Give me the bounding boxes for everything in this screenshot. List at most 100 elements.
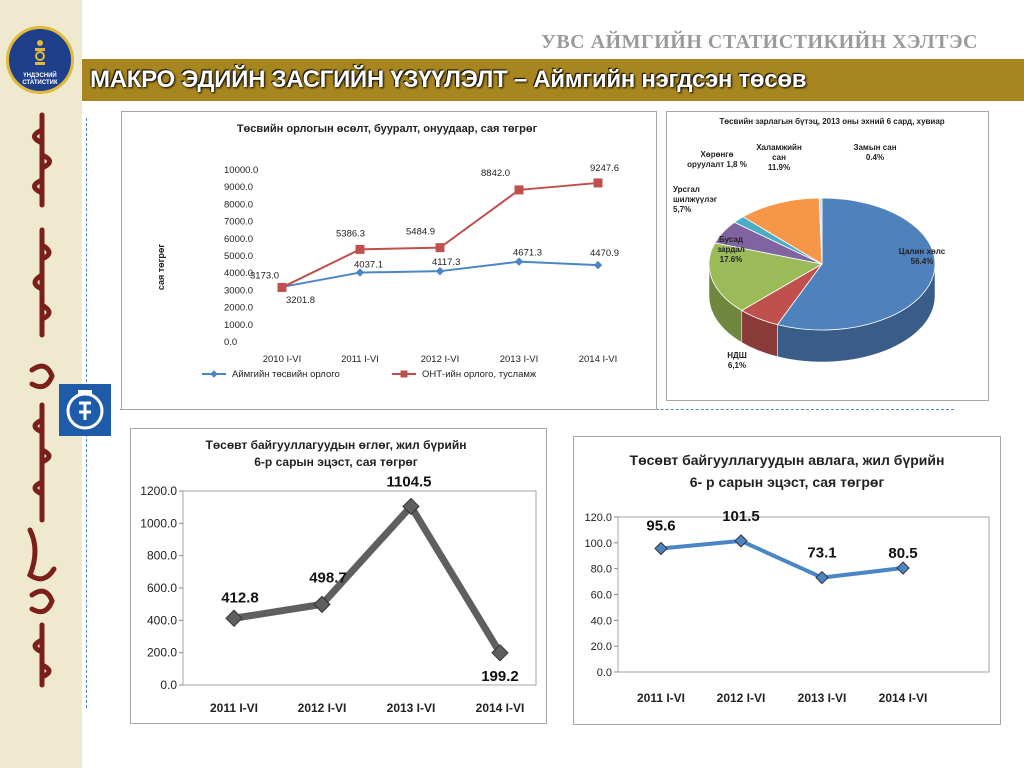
pie-label: Хөрөнгө оруулалт 1,8 % xyxy=(687,150,747,169)
y-axis-label: сая төгрөг xyxy=(156,244,166,291)
y-tick-label: 40.0 xyxy=(591,615,612,627)
x-tick-label: 2013 I-VI xyxy=(387,701,436,715)
y-tick-label: 1000.0 xyxy=(224,320,253,331)
y-tick-label: 120.0 xyxy=(584,512,612,524)
chart-title-line1: Төсөвт байгууллагуудын өглөг, жил бүрийн xyxy=(205,438,466,452)
data-label: 3201.8 xyxy=(286,295,315,306)
x-tick-label: 2012 I-VI xyxy=(298,701,347,715)
pie-label: Халамжийн сан 11.9% xyxy=(756,143,802,172)
chart-title: Төсвийн орлогын өсөлт, бууралт, онуудаар… xyxy=(237,123,538,135)
x-tick-label: 2014 I-VI xyxy=(579,354,618,365)
y-tick-label: 1200.0 xyxy=(140,484,177,498)
y-tick-label: 1000.0 xyxy=(140,516,177,530)
y-tick-label: 100.0 xyxy=(584,538,612,550)
y-tick-label: 7000.0 xyxy=(224,217,253,228)
data-label: 101.5 xyxy=(722,508,760,525)
x-tick-label: 2012 I-VI xyxy=(717,691,766,705)
data-point xyxy=(593,178,603,188)
y-tick-label: 60.0 xyxy=(591,590,612,602)
data-label: 73.1 xyxy=(807,545,836,562)
data-label: 80.5 xyxy=(888,545,917,562)
y-tick-label: 10000.0 xyxy=(224,165,258,176)
y-tick-label: 200.0 xyxy=(147,646,177,660)
payables-line-chart: Төсөвт байгууллагуудын өглөг, жил бүрийн… xyxy=(140,438,537,715)
data-point xyxy=(225,609,243,627)
y-tick-label: 400.0 xyxy=(147,613,177,627)
plot-area xyxy=(182,490,537,686)
pie-slice xyxy=(818,197,823,265)
chart-title-line1: Төсөвт байгууллагуудын авлага, жил бүрий… xyxy=(630,452,945,468)
x-tick-label: 2011 I-VI xyxy=(210,701,258,715)
x-tick-label: 2011 I-VI xyxy=(637,691,685,705)
data-label: 4470.9 xyxy=(590,248,619,259)
data-label: 4037.1 xyxy=(354,260,383,271)
expense-pie-chart: Төсвийн зарлагын бүтэц, 2013 оны эхний 6… xyxy=(673,117,946,370)
expense-pie-panel: Төсвийн зарлагын бүтэц, 2013 оны эхний 6… xyxy=(666,111,989,401)
data-point xyxy=(734,534,748,548)
data-point xyxy=(491,644,509,662)
y-tick-label: 5000.0 xyxy=(224,251,253,262)
data-label: 5484.9 xyxy=(406,227,435,238)
data-label: 4671.3 xyxy=(513,248,542,259)
x-tick-label: 2014 I-VI xyxy=(476,701,525,715)
y-tick-label: 600.0 xyxy=(147,581,177,595)
data-label: 8842.0 xyxy=(481,168,510,179)
pie-label: Урсгал шилжүүлэг 5,7% xyxy=(673,185,718,214)
data-point xyxy=(815,570,829,585)
legend-label: ОНТ-ийн орлого, тусламж xyxy=(422,369,537,380)
data-label: 5386.3 xyxy=(336,228,365,239)
x-tick-label: 2013 I-VI xyxy=(798,691,847,705)
series-line xyxy=(233,502,503,655)
data-label: 412.8 xyxy=(221,589,259,606)
x-tick-label: 2014 I-VI xyxy=(879,691,928,705)
data-label: 1104.5 xyxy=(386,473,431,490)
pie-label: Бусад зардал 17.6% xyxy=(717,235,745,264)
logo-text-line1: ҮНДЭСНИЙ xyxy=(23,73,57,79)
data-point xyxy=(355,268,365,277)
y-tick-label: 2000.0 xyxy=(224,303,253,314)
legend-marker xyxy=(400,370,408,378)
data-label: 3173.0 xyxy=(250,270,279,281)
y-tick-label: 80.0 xyxy=(591,564,612,576)
x-tick-label: 2010 I-VI xyxy=(263,354,302,365)
plot-area xyxy=(617,516,990,673)
pie-slice xyxy=(776,197,936,331)
x-tick-label: 2013 I-VI xyxy=(500,354,539,365)
chart-title: Төсвийн зарлагын бүтэц, 2013 оны эхний 6… xyxy=(719,117,944,126)
data-point xyxy=(435,243,445,253)
y-tick-label: 0.0 xyxy=(224,337,237,348)
y-tick-label: 6000.0 xyxy=(224,234,253,245)
y-tick-label: 8000.0 xyxy=(224,199,253,210)
y-tick-label: 9000.0 xyxy=(224,182,253,193)
y-tick-label: 4000.0 xyxy=(224,268,253,279)
y-tick-label: 0.0 xyxy=(160,678,177,692)
data-point xyxy=(514,257,524,266)
y-tick-label: 3000.0 xyxy=(224,285,253,296)
data-point xyxy=(435,266,445,276)
data-label: 9247.6 xyxy=(590,163,619,174)
pie-label: НДШ 6,1% xyxy=(727,351,747,370)
pie-slice xyxy=(742,197,823,265)
data-label: 4117.3 xyxy=(432,257,460,268)
chart-title-line2: 6-р сарын эцэст, сая төгрөг xyxy=(254,455,417,469)
x-tick-label: 2011 I-VI xyxy=(341,354,379,365)
title-banner: МАКРО ЭДИЙН ЗАСГИЙН ҮЗҮҮЛЭЛТ – Аймгийн н… xyxy=(82,59,1024,101)
data-label: 95.6 xyxy=(646,518,675,535)
legend-marker xyxy=(210,370,218,378)
data-point xyxy=(593,260,603,270)
data-point xyxy=(654,541,668,556)
finance-icon xyxy=(59,384,111,436)
logo-text-line2: СТАТИСТИК xyxy=(22,80,58,86)
legend-label: Аймгийн төсвийн орлого xyxy=(232,369,340,380)
x-tick-label: 2012 I-VI xyxy=(421,354,460,365)
mongolian-script-decoration xyxy=(26,112,57,688)
org-title: УВС АЙМГИЙН СТАТИСТИКИЙН ХЭЛТЭС xyxy=(541,31,978,53)
pie-label: Замын сан 0.4% xyxy=(853,143,896,162)
revenue-chart-panel: Төсвийн орлогын өсөлт, бууралт, онуудаар… xyxy=(121,111,657,410)
y-tick-label: 800.0 xyxy=(147,549,177,563)
payables-chart-panel: Төсөвт байгууллагуудын өглөг, жил бүрийн… xyxy=(130,428,547,724)
page-title: МАКРО ЭДИЙН ЗАСГИЙН ҮЗҮҮЛЭЛТ – Аймгийн н… xyxy=(90,66,807,93)
data-label: 199.2 xyxy=(481,668,519,685)
statistics-logo: ҮНДЭСНИЙ СТАТИСТИК xyxy=(6,26,74,94)
y-tick-label: 20.0 xyxy=(591,641,612,653)
